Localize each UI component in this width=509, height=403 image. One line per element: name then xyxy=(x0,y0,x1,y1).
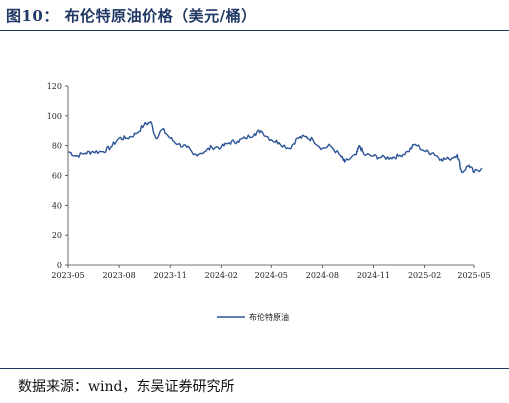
x-tick-label: 2024-11 xyxy=(357,271,390,280)
y-tick-label: 80 xyxy=(52,142,62,151)
x-tick-label: 2023-11 xyxy=(154,271,187,280)
y-tick-label: 20 xyxy=(52,231,62,240)
data-source-note: 数据来源：wind，东吴证券研究所 xyxy=(18,379,235,395)
x-tick-label: 2024-08 xyxy=(306,271,339,280)
bottom-divider xyxy=(0,368,509,369)
x-axis-ticks: 2023-05 2023-08 2023-11 2024-02 2024-05 2024-… xyxy=(51,265,491,280)
x-tick-label: 2025-05 xyxy=(457,271,490,280)
top-divider xyxy=(0,30,509,31)
x-tick-label: 2024-05 xyxy=(255,271,288,280)
legend-label-brent: 布伦特原油 xyxy=(249,312,289,322)
y-tick-label: 120 xyxy=(47,82,62,91)
figure-title: 图10： 布伦特原油价格（美元/桶） xyxy=(6,7,257,25)
y-tick-label: 60 xyxy=(52,172,62,181)
x-tick-label: 2025-02 xyxy=(408,271,441,280)
y-tick-label: 0 xyxy=(57,261,62,270)
chart-legend: 布伦特原油 xyxy=(217,312,289,322)
x-tick-label: 2024-02 xyxy=(205,271,238,280)
x-tick-label: 2023-08 xyxy=(102,271,135,280)
y-axis-ticks: 0 20 40 60 80 100 120 xyxy=(47,82,68,270)
series-line-brent xyxy=(68,121,483,174)
x-tick-label: 2023-05 xyxy=(51,271,84,280)
y-tick-label: 100 xyxy=(47,112,62,121)
y-tick-label: 40 xyxy=(52,201,62,210)
